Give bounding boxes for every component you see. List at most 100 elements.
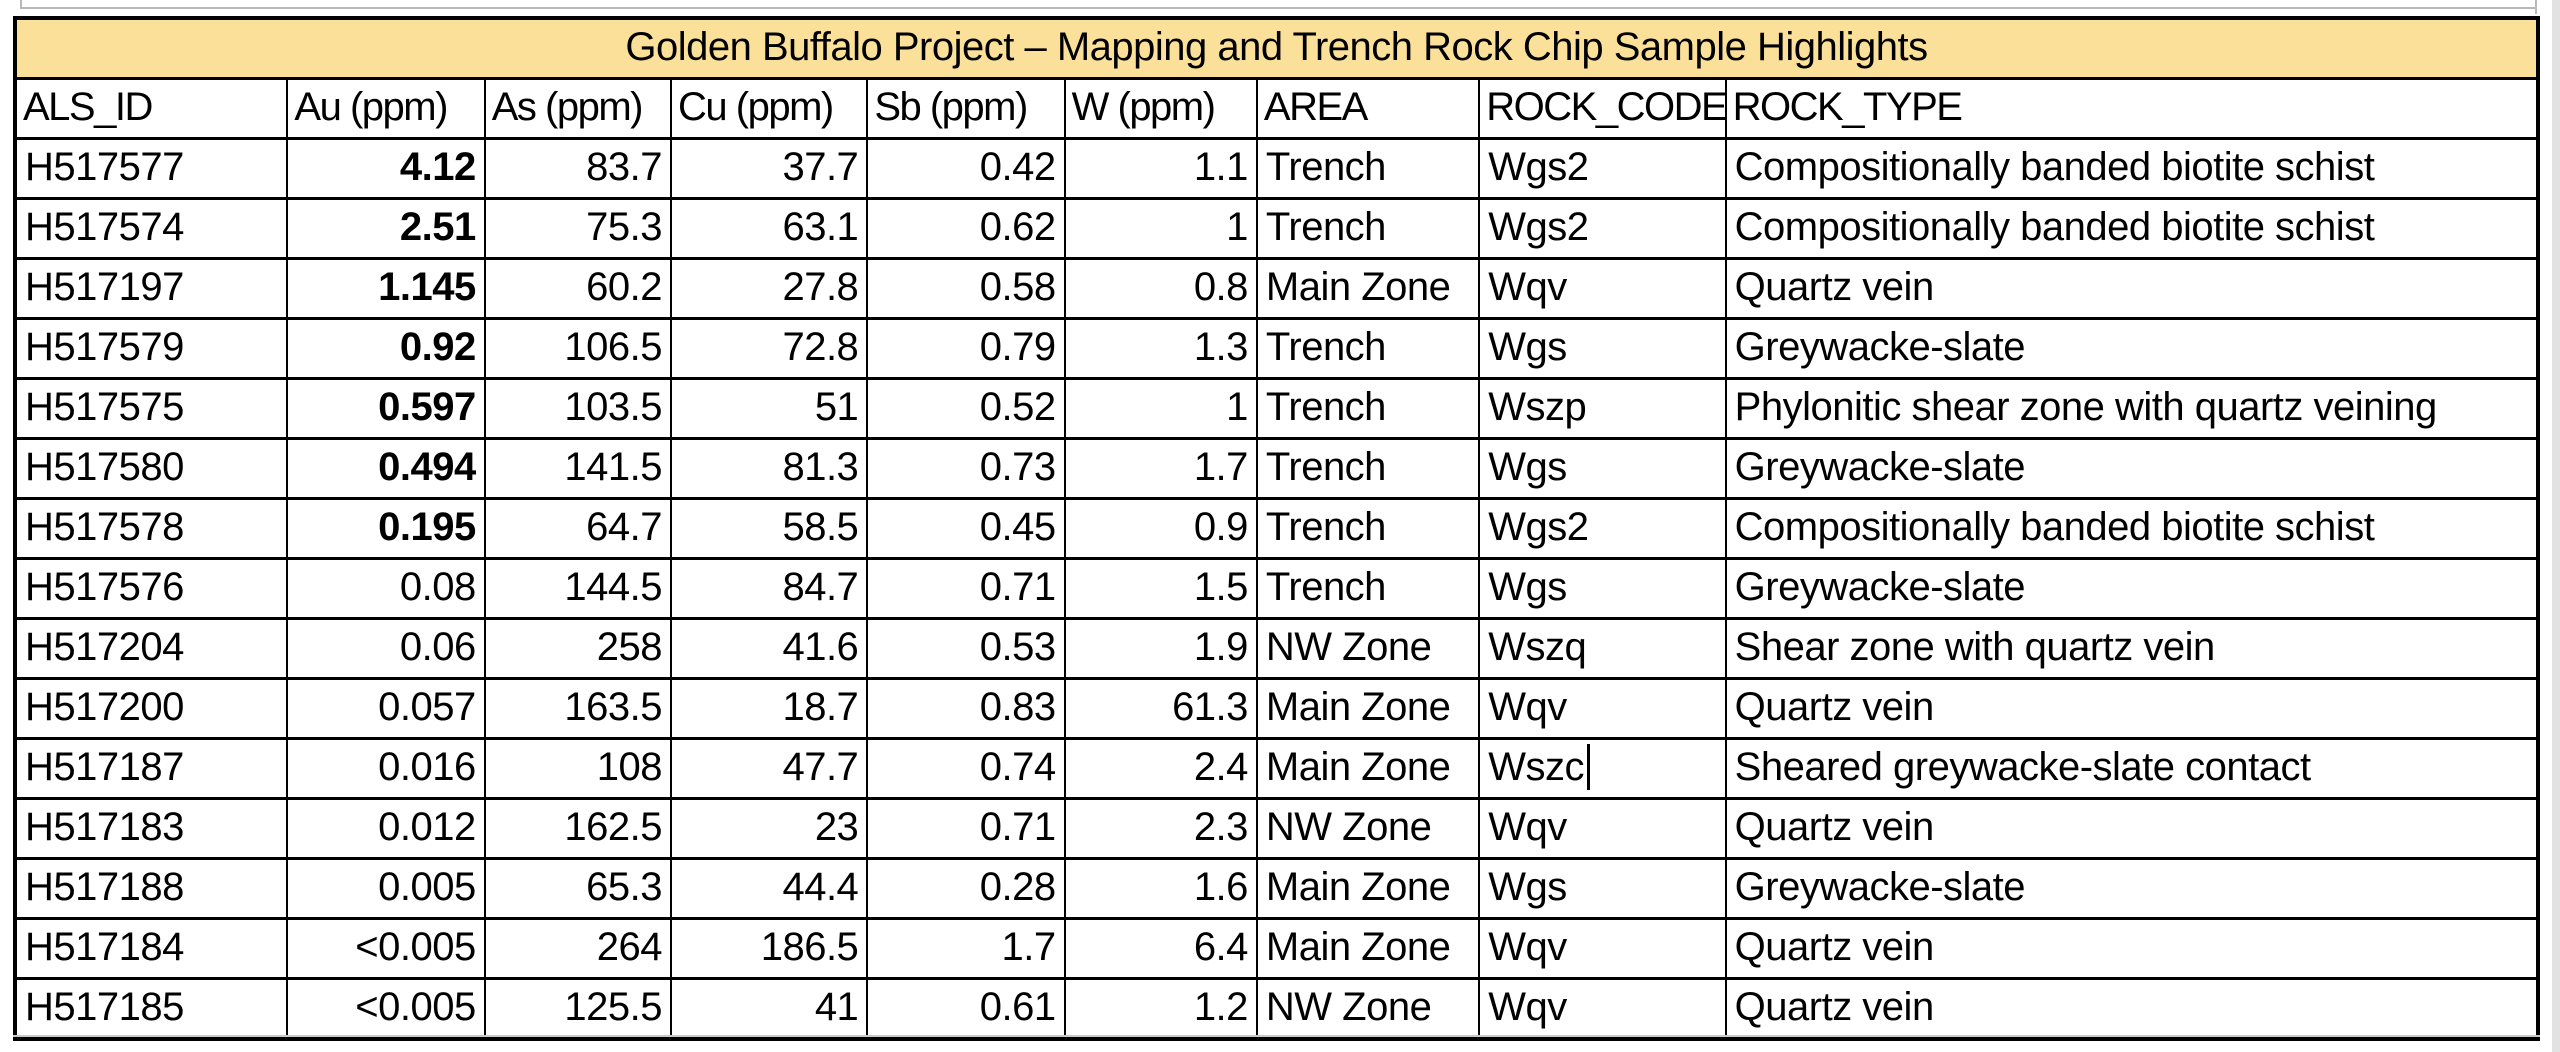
cell-rock_type[interactable]: Quartz vein — [1724, 917, 2540, 980]
cell-rock_code[interactable]: Wszc — [1478, 737, 1727, 800]
cell-als_id[interactable]: H517577 — [13, 137, 289, 200]
cell-cu[interactable]: 51 — [670, 377, 869, 440]
cell-sb[interactable]: 0.45 — [866, 497, 1066, 560]
column-header-sb[interactable]: Sb (ppm) — [866, 77, 1066, 140]
cell-rock_code[interactable]: Wszq — [1478, 617, 1727, 680]
cell-au[interactable]: 0.08 — [286, 557, 486, 620]
cell-au[interactable]: <0.005 — [286, 977, 486, 1041]
cell-w[interactable]: 1.2 — [1063, 977, 1258, 1041]
column-header-als_id[interactable]: ALS_ID — [13, 77, 289, 140]
cell-area[interactable]: Main Zone — [1255, 857, 1481, 920]
table-title[interactable]: Golden Buffalo Project – Mapping and Tre… — [14, 16, 2539, 80]
cell-rock_code[interactable]: Wqv — [1478, 977, 1727, 1041]
cell-als_id[interactable]: H517185 — [13, 977, 289, 1041]
cell-area[interactable]: Trench — [1255, 557, 1481, 620]
cell-w[interactable]: 0.9 — [1063, 497, 1258, 560]
cell-rock_code[interactable]: Wgs2 — [1478, 497, 1727, 560]
cell-au[interactable]: 0.494 — [286, 437, 486, 500]
cell-als_id[interactable]: H517576 — [13, 557, 289, 620]
cell-w[interactable]: 1 — [1063, 377, 1258, 440]
cell-w[interactable]: 1.1 — [1063, 137, 1258, 200]
cell-area[interactable]: Main Zone — [1255, 677, 1481, 740]
cell-as[interactable]: 163.5 — [483, 677, 673, 740]
cell-au[interactable]: 0.012 — [286, 797, 486, 860]
cell-sb[interactable]: 0.62 — [866, 197, 1066, 260]
column-header-as[interactable]: As (ppm) — [483, 77, 673, 140]
cell-w[interactable]: 1.6 — [1063, 857, 1258, 920]
cell-w[interactable]: 61.3 — [1063, 677, 1258, 740]
cell-rock_type[interactable]: Phylonitic shear zone with quartz veinin… — [1724, 377, 2540, 440]
cell-als_id[interactable]: H517579 — [13, 317, 289, 380]
cell-au[interactable]: 0.06 — [286, 617, 486, 680]
cell-as[interactable]: 125.5 — [483, 977, 673, 1041]
cell-rock_type[interactable]: Quartz vein — [1724, 977, 2540, 1041]
cell-w[interactable]: 1.7 — [1063, 437, 1258, 500]
cell-als_id[interactable]: H517574 — [13, 197, 289, 260]
cell-cu[interactable]: 44.4 — [670, 857, 869, 920]
cell-sb[interactable]: 0.53 — [866, 617, 1066, 680]
cell-as[interactable]: 83.7 — [483, 137, 673, 200]
cell-as[interactable]: 65.3 — [483, 857, 673, 920]
cell-w[interactable]: 6.4 — [1063, 917, 1258, 980]
cell-cu[interactable]: 81.3 — [670, 437, 869, 500]
cell-as[interactable]: 64.7 — [483, 497, 673, 560]
cell-au[interactable]: 0.057 — [286, 677, 486, 740]
cell-sb[interactable]: 0.42 — [866, 137, 1066, 200]
cell-als_id[interactable]: H517200 — [13, 677, 289, 740]
cell-w[interactable]: 1.5 — [1063, 557, 1258, 620]
cell-rock_code[interactable]: Wqv — [1478, 677, 1727, 740]
cell-cu[interactable]: 72.8 — [670, 317, 869, 380]
cell-cu[interactable]: 63.1 — [670, 197, 869, 260]
cell-rock_code[interactable]: Wqv — [1478, 917, 1727, 980]
cell-as[interactable]: 258 — [483, 617, 673, 680]
cell-sb[interactable]: 0.83 — [866, 677, 1066, 740]
cell-area[interactable]: Trench — [1255, 137, 1481, 200]
cell-rock_code[interactable]: Wgs — [1478, 317, 1727, 380]
column-header-w[interactable]: W (ppm) — [1063, 77, 1258, 140]
cell-sb[interactable]: 0.28 — [866, 857, 1066, 920]
cell-cu[interactable]: 47.7 — [670, 737, 869, 800]
cell-au[interactable]: 0.005 — [286, 857, 486, 920]
cell-au[interactable]: <0.005 — [286, 917, 486, 980]
cell-area[interactable]: Trench — [1255, 497, 1481, 560]
cell-w[interactable]: 2.4 — [1063, 737, 1258, 800]
column-header-rock_type[interactable]: ROCK_TYPE — [1724, 77, 2540, 140]
cell-au[interactable]: 2.51 — [286, 197, 486, 260]
cell-cu[interactable]: 58.5 — [670, 497, 869, 560]
cell-cu[interactable]: 41.6 — [670, 617, 869, 680]
cell-rock_type[interactable]: Compositionally banded biotite schist — [1724, 137, 2540, 200]
cell-rock_type[interactable]: Compositionally banded biotite schist — [1724, 497, 2540, 560]
cell-als_id[interactable]: H517575 — [13, 377, 289, 440]
cell-au[interactable]: 0.92 — [286, 317, 486, 380]
cell-cu[interactable]: 37.7 — [670, 137, 869, 200]
cell-cu[interactable]: 84.7 — [670, 557, 869, 620]
cell-area[interactable]: NW Zone — [1255, 617, 1481, 680]
cell-as[interactable]: 141.5 — [483, 437, 673, 500]
cell-sb[interactable]: 0.61 — [866, 977, 1066, 1041]
cell-rock_type[interactable]: Compositionally banded biotite schist — [1724, 197, 2540, 260]
column-header-au[interactable]: Au (ppm) — [286, 77, 486, 140]
cell-rock_code[interactable]: Wgs — [1478, 557, 1727, 620]
cell-au[interactable]: 1.145 — [286, 257, 486, 320]
cell-rock_code[interactable]: Wgs — [1478, 437, 1727, 500]
cell-als_id[interactable]: H517187 — [13, 737, 289, 800]
cell-as[interactable]: 106.5 — [483, 317, 673, 380]
cell-cu[interactable]: 23 — [670, 797, 869, 860]
cell-als_id[interactable]: H517578 — [13, 497, 289, 560]
cell-sb[interactable]: 0.71 — [866, 557, 1066, 620]
cell-als_id[interactable]: H517197 — [13, 257, 289, 320]
cell-cu[interactable]: 41 — [670, 977, 869, 1041]
cell-sb[interactable]: 0.73 — [866, 437, 1066, 500]
cell-sb[interactable]: 0.79 — [866, 317, 1066, 380]
cell-area[interactable]: Trench — [1255, 317, 1481, 380]
cell-as[interactable]: 108 — [483, 737, 673, 800]
cell-as[interactable]: 75.3 — [483, 197, 673, 260]
cell-rock_type[interactable]: Greywacke-slate — [1724, 317, 2540, 380]
cell-area[interactable]: NW Zone — [1255, 797, 1481, 860]
cell-sb[interactable]: 0.74 — [866, 737, 1066, 800]
cell-au[interactable]: 4.12 — [286, 137, 486, 200]
cell-rock_code[interactable]: Wqv — [1478, 257, 1727, 320]
cell-cu[interactable]: 186.5 — [670, 917, 869, 980]
cell-rock_type[interactable]: Quartz vein — [1724, 677, 2540, 740]
cell-as[interactable]: 144.5 — [483, 557, 673, 620]
